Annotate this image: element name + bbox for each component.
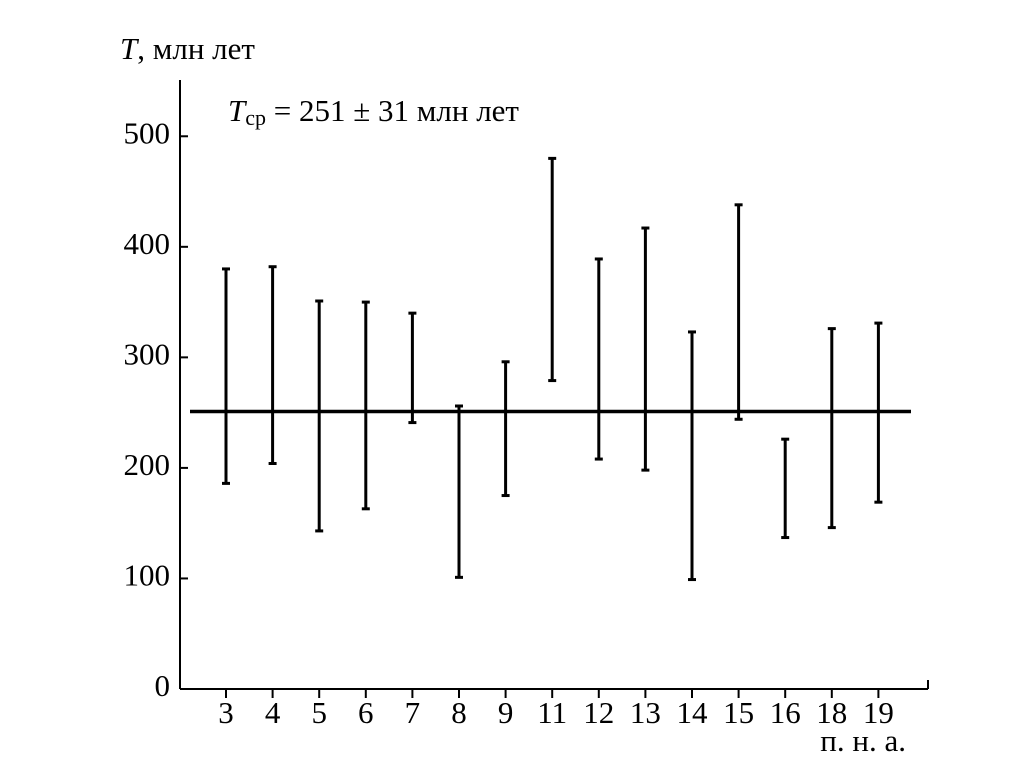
y-label-symbol: T [120,31,140,66]
annotation-symbol: T [228,93,248,128]
x-tick-label: 14 [677,695,709,730]
x-tick-label: 6 [358,695,374,730]
y-label-text: , млн лет [137,31,255,66]
y-tick-label: 500 [124,115,171,150]
y-tick-label: 400 [124,226,171,261]
y-axis-label: T, млн лет [120,31,255,66]
y-tick-label: 0 [155,668,171,703]
annotation: Tср = 251 ± 31 млн лет [228,93,519,130]
x-tick-label: 13 [630,695,661,730]
y-tick-label: 200 [124,447,171,482]
x-tick-label: 5 [311,695,327,730]
x-tick-label: 3 [218,695,234,730]
annotation-text: = 251 ± 31 млн лет [266,93,519,128]
x-tick-label: 15 [723,695,754,730]
x-tick-label: 4 [265,695,281,730]
x-tick-label: 18 [816,695,847,730]
x-tick-label: 8 [451,695,467,730]
x-tick-label: 19 [863,695,894,730]
x-tick-label: 9 [498,695,514,730]
y-tick-label: 100 [124,558,171,593]
x-tick-label: 7 [405,695,421,730]
y-tick-label: 300 [124,336,171,371]
x-tick-label: 16 [770,695,801,730]
annotation-subscript: ср [245,105,266,130]
x-tick-label: 12 [583,695,614,730]
x-axis-label: п. н. а. [820,723,906,758]
x-tick-label: 11 [537,695,567,730]
